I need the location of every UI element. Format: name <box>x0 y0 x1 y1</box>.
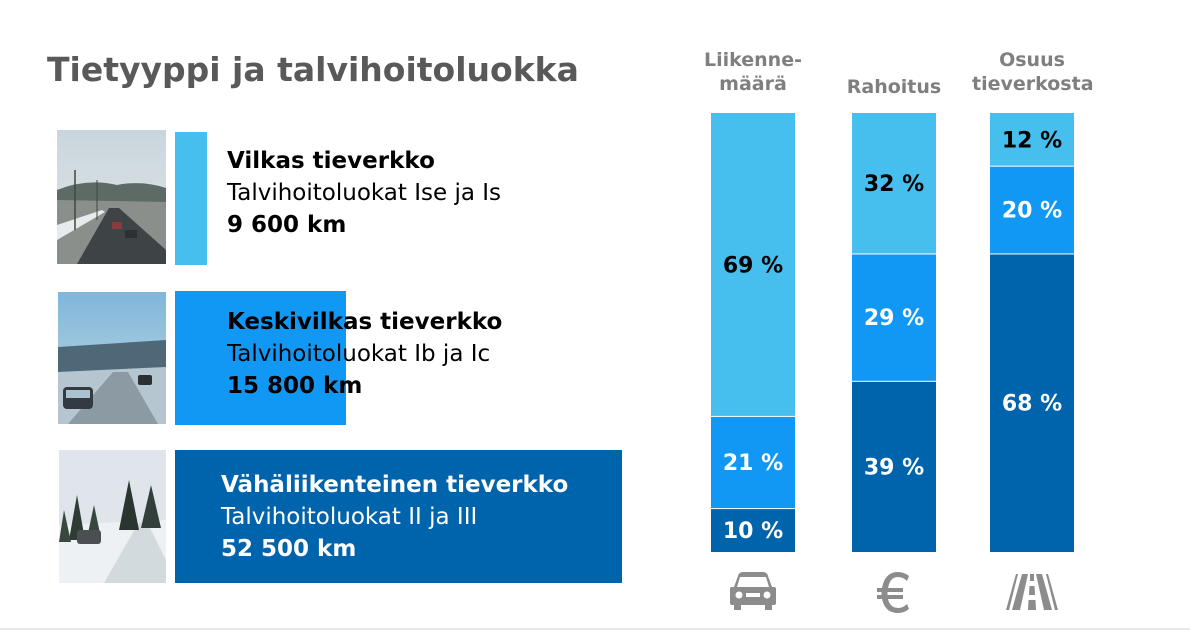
data-label: 69 % <box>723 253 783 278</box>
data-label: 12 % <box>1002 128 1062 153</box>
row-length: 52 500 km <box>221 536 357 562</box>
forest-road-photo <box>59 450 166 583</box>
page-title: Tietyyppi ja talvihoitoluokka <box>47 50 579 89</box>
row-text-vahaliikenteinen: Vähäliikenteinen tieverkko Talvihoitoluo… <box>221 469 568 565</box>
data-label: 29 % <box>864 306 924 331</box>
segment-separator <box>852 379 936 382</box>
car-icon <box>729 570 777 616</box>
row-text-keskivilkas: Keskivilkas tieverkko Talvihoitoluokat I… <box>227 306 502 402</box>
bar-segment <box>852 113 936 254</box>
row-bar-keskivilkas <box>175 291 346 425</box>
bar-segment <box>852 380 936 552</box>
column-header-osuus: Osuus tieverkosta <box>972 48 1094 96</box>
data-label: 20 % <box>1002 199 1062 224</box>
row-text-vilkas: Vilkas tieverkko Talvihoitoluokat Ise ja… <box>227 145 501 241</box>
row-classes: Talvihoitoluokat Ib ja Ic <box>227 341 491 367</box>
header-line: Osuus <box>999 49 1065 71</box>
header-line: Rahoitus <box>846 76 942 98</box>
bar-segment <box>990 165 1074 254</box>
data-label: 21 % <box>723 451 783 476</box>
column-header-rahoitus: Rahoitus <box>834 75 954 99</box>
header-line: tieverkosta <box>972 73 1094 95</box>
bar-segment <box>990 253 1074 553</box>
row-classes: Talvihoitoluokat Ise ja Is <box>227 180 502 206</box>
row-bar-vilkas <box>175 132 207 265</box>
data-label: 10 % <box>723 519 783 544</box>
data-label: 68 % <box>1002 392 1062 417</box>
bottom-divider <box>0 628 1190 630</box>
bar-segment <box>711 415 795 509</box>
bar-segment <box>711 508 795 552</box>
bar-segment <box>852 253 936 381</box>
data-label: 39 % <box>864 455 924 480</box>
road-icon <box>1006 573 1058 615</box>
row-name: Keskivilkas tieverkko <box>227 309 503 335</box>
row-name: Vilkas tieverkko <box>227 148 435 174</box>
row-bar-vahaliikenteinen <box>175 450 622 583</box>
snowy-road-photo <box>58 292 166 424</box>
header-line: Liikenne- <box>704 49 802 71</box>
row-classes: Talvihoitoluokat II ja III <box>221 504 478 530</box>
row-name: Vähäliikenteinen tieverkko <box>221 472 569 498</box>
bar-segment <box>711 113 795 416</box>
bar-segment <box>990 113 1074 166</box>
row-length: 15 800 km <box>227 373 363 399</box>
data-label: 32 % <box>864 172 924 197</box>
winter-highway-photo <box>57 130 166 264</box>
column-header-liikennemaara: Liikenne- määrä <box>693 48 813 96</box>
header-line: määrä <box>719 73 787 95</box>
euro-icon <box>873 568 917 620</box>
row-length: 9 600 km <box>227 212 347 238</box>
